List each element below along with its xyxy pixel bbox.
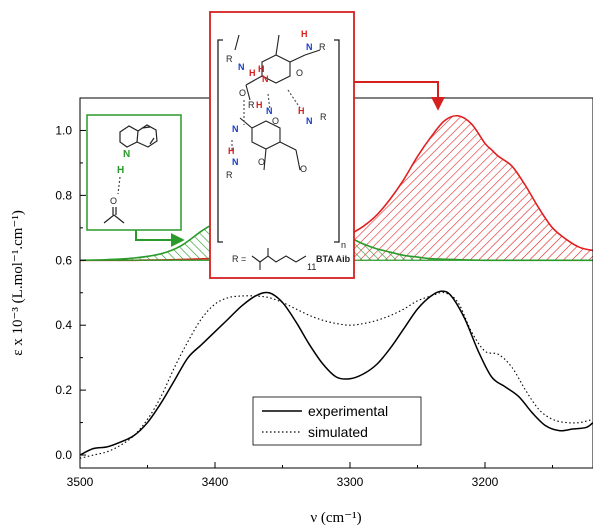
indole-structure (119, 124, 158, 148)
bta-n-label-5: N (306, 116, 313, 126)
bta-h-label-2: H (249, 68, 256, 78)
legend-label-simulated: simulated (308, 424, 368, 440)
bta-h-label-6: H (228, 146, 235, 156)
y-tick-label: 0.2 (55, 383, 72, 397)
bta-o-label-1: O (296, 68, 303, 78)
bta-n-label-3: N (262, 74, 269, 84)
y-axis-title: ε x 10⁻³ (L.mol⁻¹.cm⁻¹) (10, 210, 26, 356)
x-tick-label: 3400 (202, 475, 229, 489)
indole-inset-box (86, 114, 182, 231)
bta-brackets (217, 39, 340, 243)
series-layer (79, 290, 593, 459)
y-tick-label: 0.6 (55, 253, 72, 267)
x-axis-title: ν (cm⁻¹) (310, 510, 361, 526)
bta-r-label-1: R (319, 42, 326, 52)
bta-n-label-6: N (232, 124, 239, 134)
bta-repeat-n: n (341, 240, 346, 250)
bta-h-label-3: H (258, 64, 265, 74)
series-line-experimental (79, 290, 593, 456)
bta-r-label-2: R (226, 54, 233, 64)
bta-h-label-1: H (301, 29, 308, 39)
bta-o-label-2: O (239, 88, 246, 98)
carbonyl-structure (103, 207, 125, 224)
bta-r-label-3: R (248, 100, 255, 110)
indole-arrow (135, 230, 185, 247)
y-tick-label: 1.0 (55, 123, 72, 137)
bta-inset-box (209, 11, 355, 279)
bta-arrow (354, 81, 445, 111)
bta-r-label-4: R (320, 112, 327, 122)
bta-side-chain-subscript: 11 (307, 262, 316, 272)
bta-hbonds (231, 89, 301, 150)
bta-o-label-3: O (272, 116, 279, 126)
bta-rings (234, 34, 321, 171)
legend: experimental simulated (252, 396, 422, 446)
bta-n-label-4: N (266, 106, 273, 116)
bta-compound-name: BTA Aib (316, 254, 351, 264)
x-tick-label: 3500 (67, 475, 94, 489)
axes: 3500 3400 3300 3200 0.0 0.2 0.4 0.6 0.8 1.0 (55, 97, 553, 489)
bta-o-label-5: O (258, 157, 265, 167)
indole-n-label: N (123, 149, 130, 160)
indole-o-label: O (110, 196, 117, 206)
y-tick-label: 0.4 (55, 318, 72, 332)
bta-n-label-1: N (306, 42, 313, 52)
legend-label-experimental: experimental (308, 403, 388, 419)
bta-n-label-7: N (232, 157, 239, 167)
x-tick-label: 3200 (472, 475, 499, 489)
bta-n-label-2: N (238, 62, 245, 72)
legend-box (252, 396, 422, 446)
indole-inset: N H O (86, 114, 182, 231)
bta-side-chain (251, 248, 307, 270)
y-tick-label: 0.8 (55, 188, 72, 202)
bta-r-definition: R = (232, 254, 246, 264)
bta-inset: H N R O R N H H N O R H N H N R N H N R … (209, 11, 355, 279)
bta-h-label-4: H (256, 100, 263, 110)
y-tick-label: 0.0 (55, 448, 72, 462)
indole-h-label: H (117, 165, 124, 176)
band-fill-bta-aib (80, 115, 593, 261)
indole-hbond (117, 176, 121, 195)
bta-r-label-5: R (226, 170, 233, 180)
x-tick-label: 3300 (337, 475, 364, 489)
bta-o-label-4: O (300, 164, 307, 174)
bta-h-label-5: H (298, 106, 305, 116)
series-line-simulated (79, 291, 593, 459)
